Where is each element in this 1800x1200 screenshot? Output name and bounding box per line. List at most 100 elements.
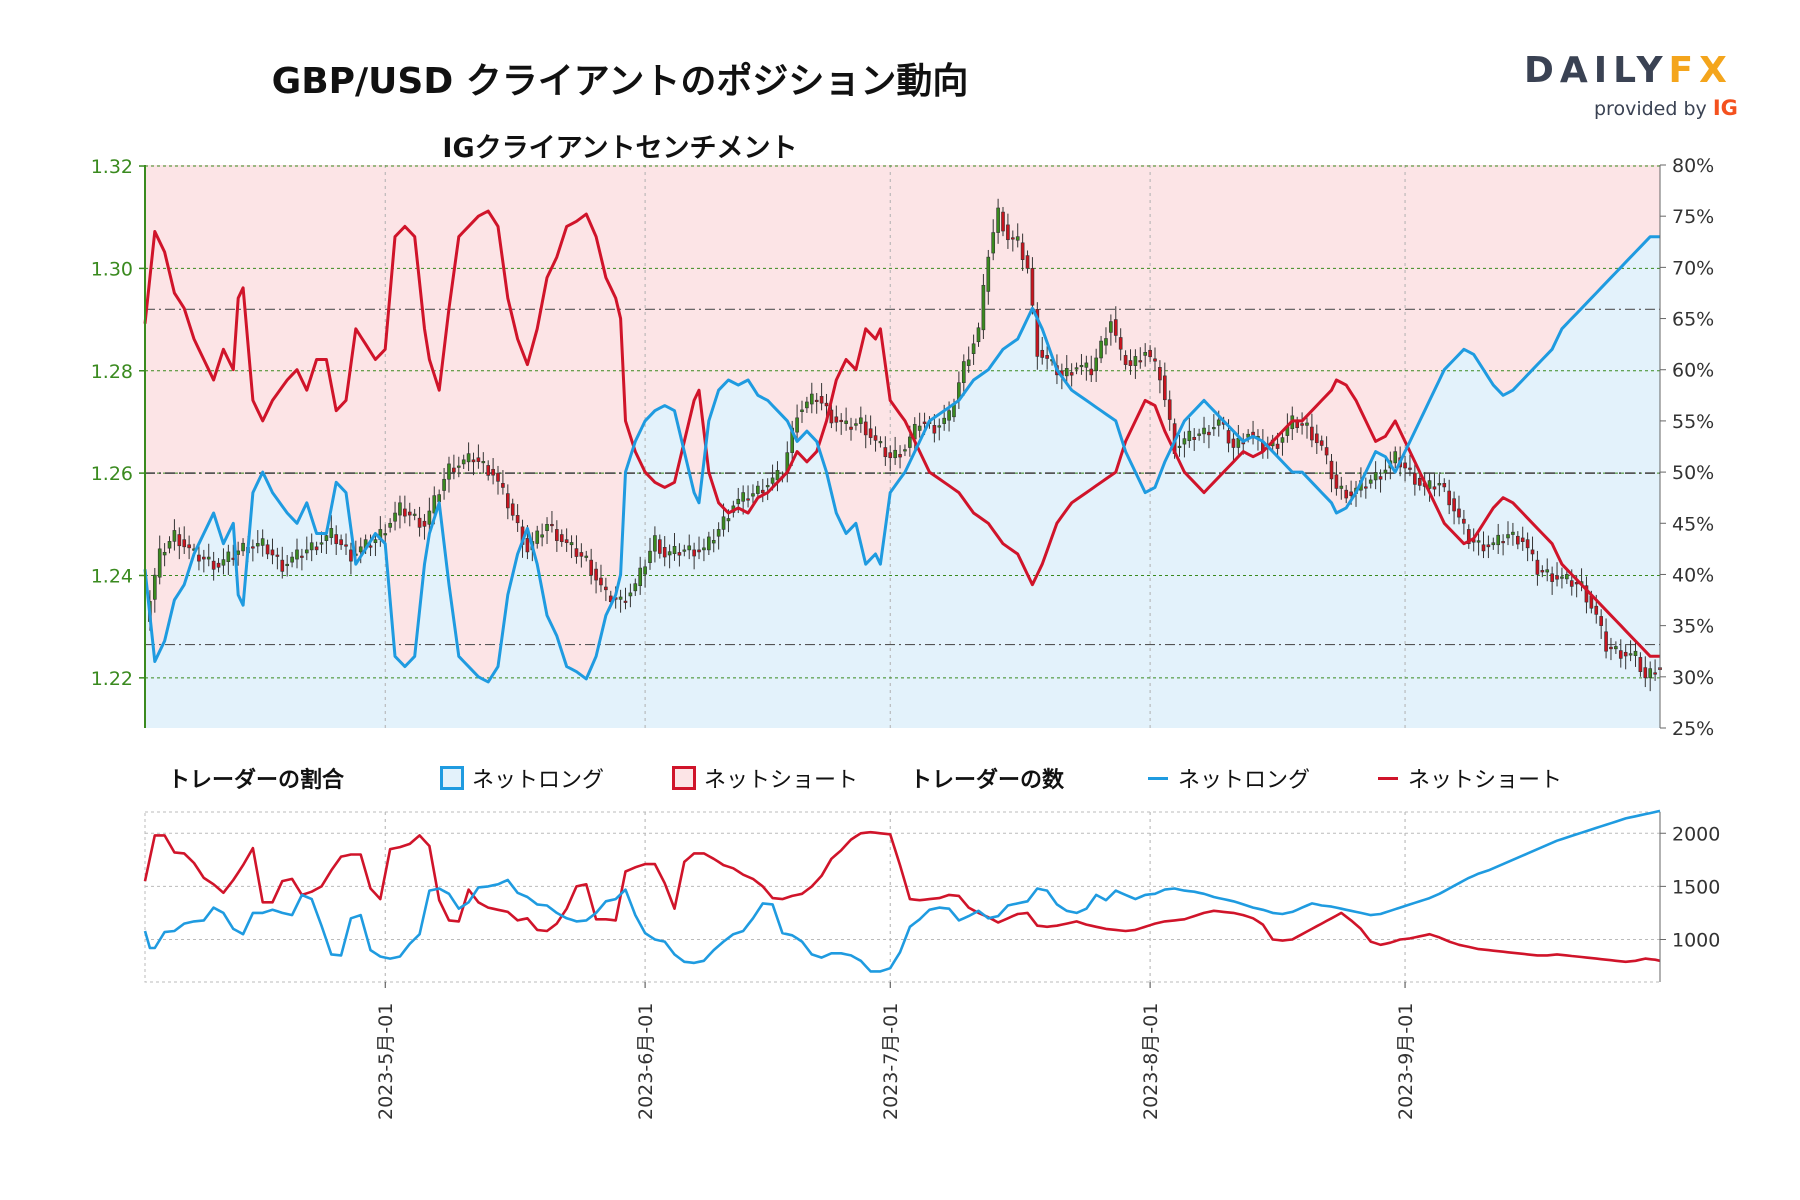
candle-body <box>442 478 446 491</box>
candle-body <box>736 498 741 505</box>
candle-body <box>1530 549 1535 555</box>
candle-body <box>726 518 731 522</box>
candle-body <box>324 535 329 541</box>
candle-body <box>1373 472 1378 481</box>
candle-body <box>1104 338 1108 346</box>
candle-body <box>1648 668 1653 679</box>
candle-body <box>427 510 432 525</box>
candle-body <box>545 523 549 531</box>
candle-body <box>437 494 441 503</box>
candle-body <box>687 545 692 551</box>
count-long-line <box>143 809 1661 973</box>
candle-body <box>241 542 245 552</box>
candle-body <box>1187 430 1192 441</box>
candle-body <box>1192 436 1197 440</box>
candle-body <box>1158 367 1162 381</box>
candle-body <box>1020 242 1025 260</box>
candle-body <box>1162 375 1167 401</box>
candle-body <box>814 399 819 402</box>
candle-body <box>1011 237 1015 240</box>
candle-body <box>1383 469 1388 474</box>
legend-ratio-heading: トレーダーの割合 <box>168 762 344 794</box>
candle-body <box>657 539 662 554</box>
candle-body <box>1329 460 1334 480</box>
y-right-tick-label: 35% <box>1672 616 1714 638</box>
y-right-tick-label: 60% <box>1672 360 1714 382</box>
candle-body <box>1006 224 1010 241</box>
candle-body <box>741 492 745 502</box>
candle-body <box>412 513 417 516</box>
candle-body <box>1520 537 1525 542</box>
y-right-tick-label: 40% <box>1672 564 1714 586</box>
candle-body <box>1368 479 1373 484</box>
candle-body <box>1231 438 1236 448</box>
candle-body <box>996 207 1000 233</box>
candle-body <box>1280 437 1285 443</box>
candle-body <box>917 425 922 431</box>
candle-body <box>1584 585 1589 603</box>
y-right-tick-label: 55% <box>1672 411 1714 433</box>
candle-body <box>1015 236 1020 241</box>
candle-body <box>1618 650 1623 659</box>
x-tick-label: 2023-5月-01 <box>375 1003 397 1120</box>
candle-body <box>1324 447 1329 456</box>
candle-body <box>525 538 530 553</box>
candle-body <box>1437 483 1442 486</box>
candle-body <box>1604 631 1608 652</box>
candle-body <box>893 449 897 459</box>
candle-body <box>1653 672 1657 675</box>
candle-body <box>506 493 510 509</box>
candle-body <box>1594 605 1599 615</box>
candle-body <box>1555 575 1559 580</box>
count-tick-label: 2000 <box>1672 823 1720 845</box>
chart-subtitle: IGクライアントセンチメント <box>442 133 798 164</box>
candle-body <box>746 498 750 501</box>
candle-body <box>447 463 451 480</box>
candle-body <box>1310 426 1314 441</box>
candle-body <box>775 470 780 481</box>
candle-body <box>873 435 878 441</box>
candle-body <box>594 568 598 581</box>
candle-body <box>407 511 412 516</box>
candle-body <box>1609 646 1613 650</box>
candle-body <box>643 566 647 575</box>
candle-body <box>981 284 986 331</box>
candle-body <box>672 546 677 555</box>
candle-body <box>1565 574 1569 580</box>
candle-body <box>466 453 471 463</box>
candle-body <box>1501 541 1505 544</box>
candle-body <box>1349 491 1353 496</box>
candle-body <box>177 534 182 547</box>
candle-body <box>1466 529 1471 545</box>
candle-body <box>1133 356 1138 366</box>
candle-body <box>986 256 991 292</box>
candle-body <box>1113 319 1118 336</box>
candle-body <box>800 409 804 412</box>
legend-ratio-short: ネットショート <box>672 762 858 794</box>
candle-body <box>574 548 579 557</box>
candle-body <box>515 515 520 524</box>
ratio-long-line <box>143 235 1660 684</box>
candle-body <box>1197 433 1201 436</box>
legend-ratio-heading-label: トレーダーの割合 <box>168 768 345 793</box>
candle-body <box>471 459 476 463</box>
candle-body <box>1128 360 1133 366</box>
dailyfx-logo: DAILYFX <box>1524 50 1733 91</box>
candle-body <box>1123 355 1128 365</box>
candle-body <box>496 472 500 482</box>
candle-body <box>555 529 559 541</box>
legend-ratio-short-label: ネットショート <box>704 768 859 793</box>
candle-body <box>618 596 623 600</box>
candle-body <box>1628 653 1633 656</box>
candle-body <box>559 534 564 542</box>
candle-body <box>1094 357 1098 372</box>
candle-body <box>1001 211 1005 232</box>
candle-body <box>711 540 716 544</box>
y-left-tick-label: 1.24 <box>91 565 133 587</box>
candle-body <box>966 359 971 366</box>
candle-body <box>456 465 461 468</box>
candle-body <box>1236 438 1241 448</box>
candle-body <box>1153 358 1157 362</box>
candle-body <box>1442 483 1447 488</box>
